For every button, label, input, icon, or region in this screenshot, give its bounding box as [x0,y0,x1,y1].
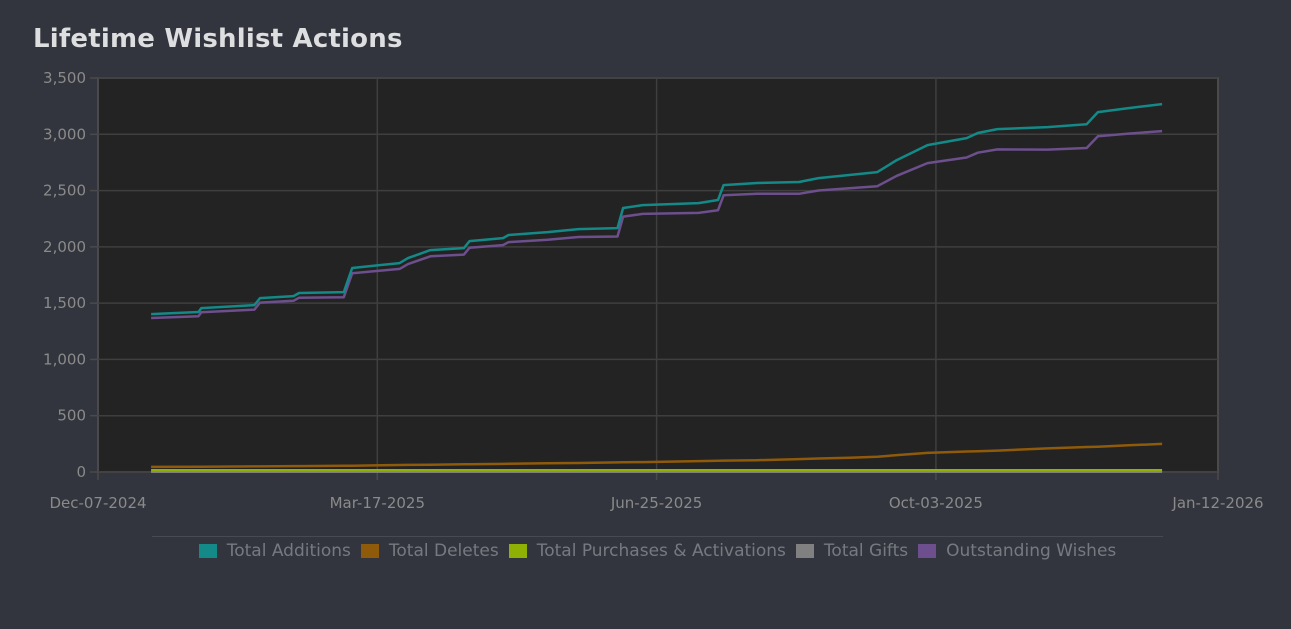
y-tick-label: 3,500 [43,69,86,87]
x-tick-label: Oct-03-2025 [889,494,983,512]
legend-item[interactable]: Outstanding Wishes [918,541,1116,561]
legend-label: Total Additions [226,541,351,561]
legend-swatch [198,544,217,558]
x-tick-label: Mar-17-2025 [330,494,425,512]
legend-label: Total Purchases & Activations [536,541,786,561]
series-line-total-deletes [151,442,1163,469]
legend: Total Additions Total Deletes Total Purcha… [152,536,1163,561]
y-tick-label: 0 [76,463,86,481]
legend-label: Total Deletes [388,541,499,561]
x-tick-label: Jan-12-2026 [1171,494,1263,512]
legend-swatch [360,544,379,558]
legend-swatch [508,544,527,558]
y-tick-label: 500 [57,407,86,425]
legend-swatch [918,544,937,558]
legend-item[interactable]: Total Deletes [360,541,499,561]
legend-swatch [795,544,814,558]
y-tick-label: 1,500 [43,294,86,312]
legend-item[interactable]: Total Additions [198,541,351,561]
legend-label: Outstanding Wishes [946,541,1117,561]
y-tick-label: 2,500 [43,182,86,200]
y-tick-label: 1,000 [43,350,86,368]
y-tick-label: 3,000 [43,125,86,143]
x-tick-label: Dec-07-2024 [49,494,146,512]
series-line-outstanding-wishes [151,129,1163,320]
legend-item[interactable]: Total Purchases & Activations [508,541,786,561]
chart-title: Lifetime Wishlist Actions [33,24,403,54]
x-tick-label: Jun-25-2025 [610,494,703,512]
y-tick-label: 2,000 [43,238,86,256]
legend-label: Total Gifts [823,541,909,561]
legend-item[interactable]: Total Gifts [795,541,909,561]
series-line-total-additions [151,102,1163,316]
plot-area [97,77,1219,473]
line-chart: 0 500 1,000 1,500 2,000 2,500 3,000 3,500 Dec-07… [43,69,1264,512]
